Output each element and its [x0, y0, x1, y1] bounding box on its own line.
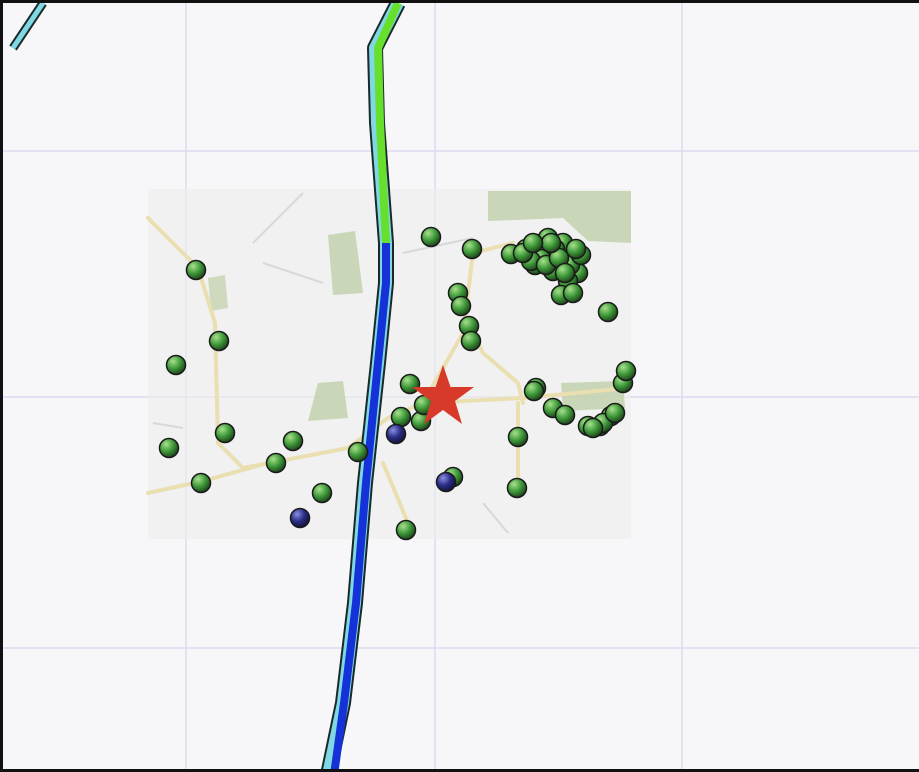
- green-node-marker[interactable]: [507, 426, 529, 448]
- green-node-marker[interactable]: [311, 482, 333, 504]
- green-node-marker[interactable]: [450, 295, 472, 317]
- green-node-marker[interactable]: [540, 232, 562, 254]
- blue-nodes[interactable]: [289, 423, 457, 529]
- route-secondary[interactable]: [9, 3, 47, 51]
- green-node-marker[interactable]: [399, 373, 421, 395]
- green-node-marker[interactable]: [565, 238, 587, 260]
- blue-node-marker[interactable]: [435, 471, 457, 493]
- blue-node-marker[interactable]: [289, 507, 311, 529]
- green-node-marker[interactable]: [158, 437, 180, 459]
- green-node-marker[interactable]: [420, 226, 442, 248]
- green-node-marker[interactable]: [522, 232, 544, 254]
- green-node-marker[interactable]: [214, 422, 236, 444]
- blue-node-marker[interactable]: [385, 423, 407, 445]
- green-node-marker[interactable]: [282, 430, 304, 452]
- star-icon[interactable]: [412, 365, 474, 424]
- green-node-marker[interactable]: [615, 360, 637, 382]
- green-node-marker[interactable]: [265, 452, 287, 474]
- green-node-marker[interactable]: [395, 519, 417, 541]
- route-main[interactable]: [321, 3, 406, 772]
- green-node-marker[interactable]: [390, 406, 412, 428]
- green-node-marker[interactable]: [597, 301, 619, 323]
- green-node-marker[interactable]: [554, 404, 576, 426]
- green-node-marker[interactable]: [554, 262, 576, 284]
- map-canvas[interactable]: [3, 3, 919, 772]
- basemap-tile: [146, 189, 631, 539]
- green-node-marker[interactable]: [165, 354, 187, 376]
- green-node-marker[interactable]: [190, 472, 212, 494]
- green-node-marker[interactable]: [506, 477, 528, 499]
- green-node-marker[interactable]: [562, 282, 584, 304]
- green-node-marker[interactable]: [460, 330, 482, 352]
- green-node-marker[interactable]: [208, 330, 230, 352]
- green-node-marker[interactable]: [185, 259, 207, 281]
- green-node-marker[interactable]: [582, 417, 604, 439]
- green-node-marker[interactable]: [604, 402, 626, 424]
- green-node-marker[interactable]: [523, 380, 545, 402]
- green-nodes[interactable]: [158, 226, 637, 541]
- green-node-marker[interactable]: [461, 238, 483, 260]
- green-node-marker[interactable]: [347, 441, 369, 463]
